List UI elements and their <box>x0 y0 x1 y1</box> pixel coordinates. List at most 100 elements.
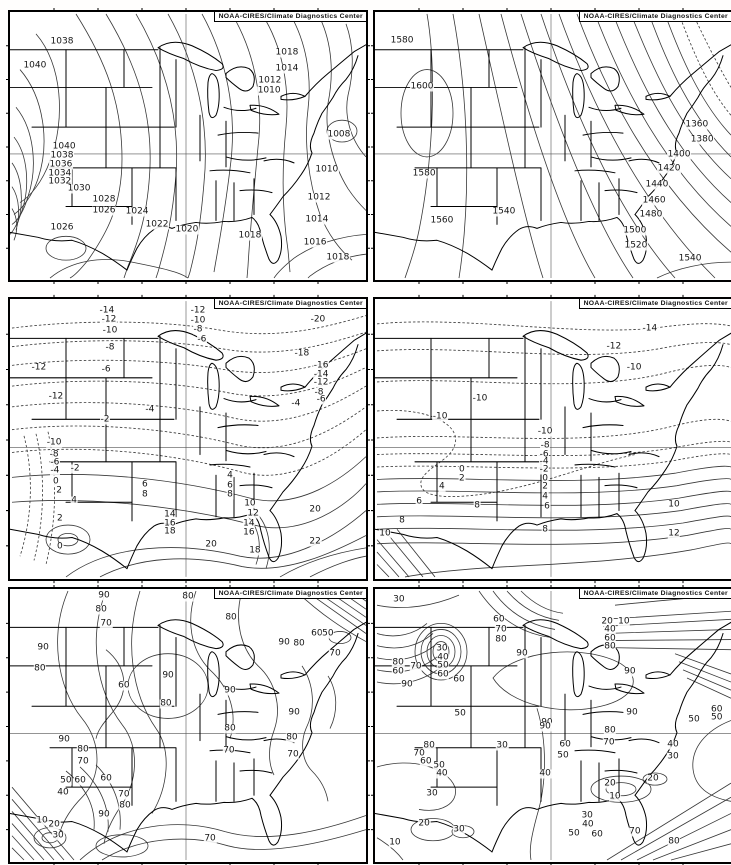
contour-label: -2 <box>539 464 550 475</box>
contour-label: -10 <box>190 315 206 326</box>
contour-label: 50 <box>59 775 73 786</box>
contour-label: 12 <box>667 528 681 539</box>
contour-label: -4 <box>539 456 550 467</box>
contour-label: 50 <box>687 714 701 725</box>
contour-label: -12 <box>101 314 117 325</box>
contour-label: 40 <box>56 787 70 798</box>
contour-label: 90 <box>623 666 637 677</box>
contour-label: 90 <box>277 637 291 648</box>
contour-label: -18 <box>294 348 310 359</box>
contour-label: 70 <box>409 661 423 672</box>
contour-label: 18 <box>248 545 262 556</box>
contour-label: 1026 <box>92 205 116 216</box>
contour-label: 1018 <box>275 47 299 58</box>
contour-label: 1580 <box>412 168 437 179</box>
contour-label: 10 <box>378 528 392 539</box>
contour-label: 1022 <box>145 219 169 230</box>
contour-label: 10 <box>243 498 257 509</box>
contour-label: 1014 <box>275 63 299 74</box>
contour-label: 40 <box>581 819 595 830</box>
noaa-credit-label: NOAA-CIRES/Climate Diagnostics Center <box>213 12 366 22</box>
contour-label: 8 <box>473 500 481 511</box>
contour-label: 70 <box>117 789 131 800</box>
contour-label: 22 <box>308 536 322 547</box>
contour-label: 1034 <box>47 168 72 179</box>
contour-label: 80 <box>422 740 436 751</box>
contour-label: 80 <box>285 732 299 743</box>
contour-label: 2 <box>458 473 466 484</box>
contour-label: 1500 <box>622 225 647 236</box>
contour-label: -16 <box>313 360 329 371</box>
contour-label: 80 <box>223 723 237 734</box>
contour-label: 6 <box>226 480 234 491</box>
contour-label: 60 <box>590 829 604 840</box>
contour-label: -6 <box>539 449 550 460</box>
contour-label: -8 <box>49 449 60 460</box>
contour-label: 50 <box>432 760 446 771</box>
contour-label: -12 <box>313 377 329 388</box>
contour-label: 90 <box>161 670 175 681</box>
contour-label: 70 <box>286 749 300 760</box>
contour-label: 30 <box>495 740 509 751</box>
noaa-credit-label: NOAA-CIRES/Climate Diagnostics Center <box>213 299 366 309</box>
contour-label: 80 <box>76 744 90 755</box>
contour-label: 70 <box>203 833 217 844</box>
contour-label: -10 <box>626 362 643 373</box>
contour-label: 1038 <box>50 36 74 47</box>
contour-label: 30 <box>435 643 449 654</box>
contour-label: 18 <box>163 526 177 537</box>
contour-label: -12 <box>606 341 622 352</box>
contour-label: 1020 <box>174 224 199 235</box>
contour-label: -4 <box>290 398 301 409</box>
contour-label: 1036 <box>48 159 73 170</box>
contour-label: -4 <box>144 404 155 415</box>
contour-label: -10 <box>102 325 118 336</box>
contour-label: 30 <box>392 594 406 605</box>
contour-label: 1040 <box>22 60 47 71</box>
weather-map-panel-middle-right: NOAA-CIRES/Climate Diagnostics Center -1… <box>370 294 731 584</box>
contour-label: 70 <box>222 745 236 756</box>
contour-label: 90 <box>57 734 71 745</box>
contour-label: 90 <box>515 648 529 659</box>
contour-lines <box>400 13 731 279</box>
contour-label: 10 <box>617 616 631 627</box>
contour-label: 70 <box>628 826 642 837</box>
contour-label: 2 <box>55 485 63 496</box>
contour-label: -2 <box>100 414 111 425</box>
contour-label: 1038 <box>50 150 74 161</box>
contour-label: 10 <box>667 499 681 510</box>
contour-label: 60 <box>99 773 113 784</box>
contour-label: -12 <box>190 305 206 316</box>
contour-label: 8 <box>226 489 234 500</box>
contour-label: -14 <box>98 305 115 316</box>
contour-label: -8 <box>105 342 116 353</box>
weather-map-panel-bottom-left: NOAA-CIRES/Climate Diagnostics Center 90… <box>5 584 371 865</box>
contour-label: -2 <box>70 463 81 474</box>
contour-label: 60 <box>452 674 466 685</box>
contour-label: 14 <box>163 509 177 520</box>
contour-label: 1026 <box>50 222 74 233</box>
contour-label: -8 <box>540 440 551 451</box>
contour-label: -10 <box>432 411 448 422</box>
contour-label: 10 <box>608 791 622 802</box>
contour-label: 60 <box>710 704 723 715</box>
contour-label: 1400 <box>667 149 691 160</box>
contour-label: 60 <box>603 633 617 644</box>
contour-label: 90 <box>400 679 414 690</box>
contour-label: 10 <box>388 837 402 848</box>
contour-label: 4 <box>226 470 234 481</box>
noaa-credit-label: NOAA-CIRES/Climate Diagnostics Center <box>578 299 731 309</box>
contour-label: 1420 <box>657 163 681 174</box>
contour-label: -12 <box>30 362 47 373</box>
contour-label: -12 <box>48 391 64 402</box>
contour-label: 20 <box>646 773 660 784</box>
contour-label: 20 <box>308 504 322 515</box>
contour-label: -8 <box>192 324 203 335</box>
noaa-credit-label: NOAA-CIRES/Climate Diagnostics Center <box>213 589 366 599</box>
contour-label: 60 <box>558 739 572 750</box>
contour-label: 1010 <box>257 85 282 96</box>
contour-label: 1008 <box>326 129 351 140</box>
contour-map-top-right <box>370 7 731 285</box>
contour-label: -10 <box>46 437 62 448</box>
contour-label: 6 <box>415 496 423 507</box>
